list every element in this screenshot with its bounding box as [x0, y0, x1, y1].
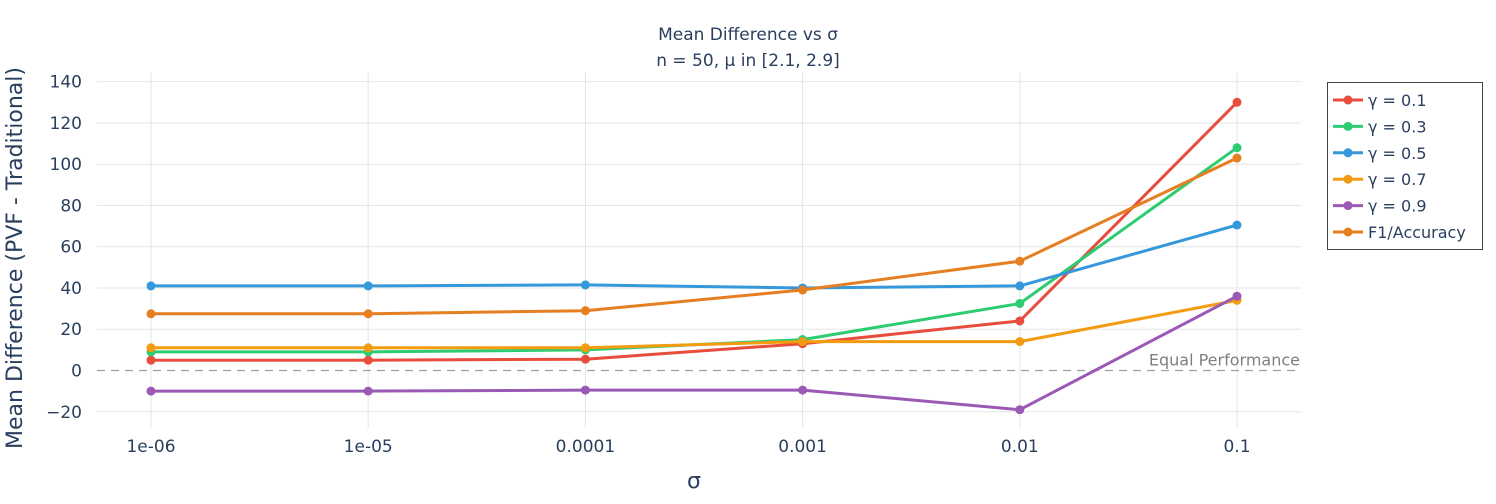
legend-label: F1/Accuracy [1368, 223, 1466, 242]
legend-item-0-7[interactable]: γ = 0.7 [1333, 170, 1427, 189]
legend-swatch-marker [1343, 148, 1353, 158]
data-point-0-9 [146, 386, 156, 396]
series-line-0-5 [151, 223, 1238, 290]
x-tick-label: 0.0001 [556, 437, 615, 457]
data-point-0-5 [580, 280, 590, 290]
data-point-0-9 [1015, 405, 1025, 415]
data-point-0-3 [1015, 298, 1025, 308]
legend[interactable]: γ = 0.1 γ = 0.3 γ = 0.5 γ = 0.7 γ = 0.9 F1/Ac… [1327, 82, 1483, 250]
data-point-f1-accuracy [798, 285, 808, 295]
x-tick-label: 1e-05 [344, 437, 393, 457]
data-point-0-1 [363, 355, 373, 365]
legend-label: γ = 0.7 [1368, 170, 1427, 189]
data-point-f1-accuracy [363, 309, 373, 319]
legend-swatch-marker [1343, 227, 1353, 237]
legend-swatch-marker [1343, 174, 1353, 184]
y-tick-label: 120 [50, 114, 82, 134]
legend-label: γ = 0.5 [1368, 144, 1427, 163]
legend-item-0-3[interactable]: γ = 0.3 [1333, 117, 1427, 136]
series-layer [146, 97, 1242, 415]
y-tick-label: 80 [60, 196, 82, 216]
x-tick-label: 0.001 [778, 437, 827, 457]
data-point-f1-accuracy [580, 306, 590, 316]
legend-item-0-9[interactable]: γ = 0.9 [1333, 197, 1427, 216]
data-point-0-7 [580, 343, 590, 353]
data-point-0-1 [580, 354, 590, 364]
data-point-0-7 [798, 337, 808, 347]
legend-label: γ = 0.3 [1368, 117, 1427, 136]
y-axis-title: Mean Difference (PVF - Traditional) [3, 67, 28, 449]
legend-item-0-1[interactable]: γ = 0.1 [1333, 91, 1427, 110]
series-line-0-9 [151, 294, 1238, 412]
series-line-0-1 [151, 101, 1239, 362]
data-point-0-3 [1232, 143, 1242, 153]
y-tick-label: 20 [60, 320, 82, 340]
legend-label: γ = 0.1 [1368, 91, 1427, 110]
x-tick-label: 0.01 [1001, 437, 1039, 457]
data-point-0-7 [363, 343, 373, 353]
series-line-0-3 [151, 146, 1238, 354]
data-point-0-7 [146, 343, 156, 353]
y-tick-label: 140 [50, 73, 82, 93]
legend-box [1327, 82, 1483, 250]
data-point-0-5 [363, 281, 373, 291]
data-point-0-1 [146, 355, 156, 365]
data-point-0-5 [146, 281, 156, 291]
series-line-f1-accuracy [151, 156, 1238, 316]
data-point-f1-accuracy [1015, 256, 1025, 266]
data-point-0-9 [798, 385, 808, 395]
y-tick-label: 40 [60, 279, 82, 299]
data-point-0-1 [1015, 316, 1025, 326]
data-point-0-1 [1232, 97, 1242, 107]
legend-item-f1-accuracy[interactable]: F1/Accuracy [1333, 223, 1466, 242]
legend-swatch-marker [1343, 121, 1353, 131]
equal-performance-label: Equal Performance [1149, 351, 1300, 370]
data-point-0-5 [1232, 220, 1242, 230]
data-point-0-5 [1015, 281, 1025, 291]
y-tick-label: −20 [46, 403, 82, 423]
legend-label: γ = 0.9 [1368, 197, 1427, 216]
chart-title: Mean Difference vs σ [658, 25, 838, 45]
data-point-0-9 [1232, 291, 1242, 301]
data-point-0-9 [580, 385, 590, 395]
legend-swatch-marker [1343, 95, 1353, 105]
y-tick-label: 100 [50, 155, 82, 175]
y-tick-label: 0 [71, 362, 82, 382]
reference-layer: Equal Performance [97, 351, 1301, 372]
legend-swatch-marker [1343, 201, 1353, 211]
grid-layer [97, 72, 1301, 428]
data-point-f1-accuracy [1232, 153, 1242, 163]
tick-layer: 1e-06 1e-05 0.0001 0.001 0.01 0.1 −20 0 20 40 60 80… [46, 73, 1250, 457]
series-line-0-7 [151, 298, 1238, 350]
data-point-0-7 [1015, 337, 1025, 347]
x-tick-label: 0.1 [1223, 437, 1250, 457]
legend-item-0-5[interactable]: γ = 0.5 [1333, 144, 1427, 163]
x-axis-title: σ [687, 469, 701, 494]
chart-subtitle: n = 50, μ in [2.1, 2.9] [656, 51, 840, 71]
data-point-f1-accuracy [146, 309, 156, 319]
data-point-0-9 [363, 386, 373, 396]
x-tick-label: 1e-06 [126, 437, 175, 457]
y-tick-label: 60 [60, 238, 82, 258]
